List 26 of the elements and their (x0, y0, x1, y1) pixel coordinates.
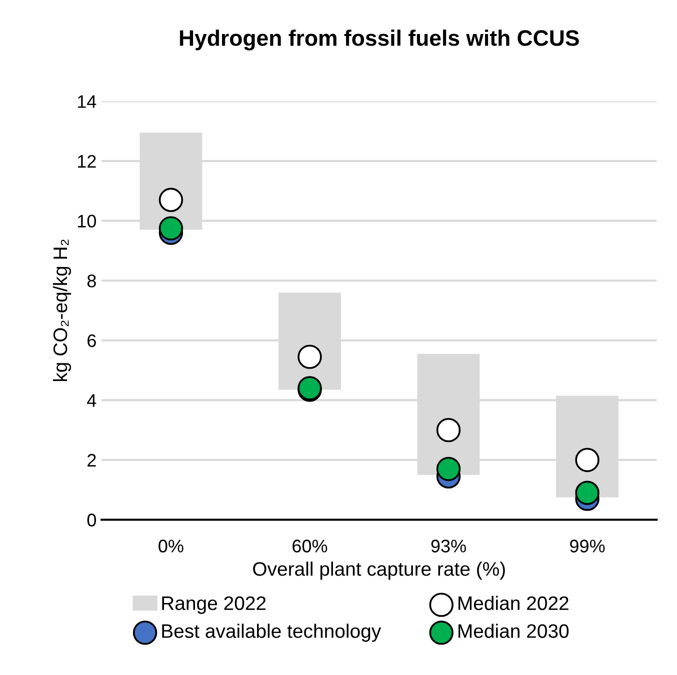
y-tick-label: 4 (87, 394, 96, 407)
x-tick-label: 0% (158, 540, 184, 552)
legend-label: Median 2030 (458, 624, 569, 638)
legend-label: Median 2022 (458, 596, 568, 610)
point (436, 456, 461, 482)
x-tick-label: 93% (431, 540, 466, 552)
x-axis-title: Overall plant capture rate (%) (253, 562, 505, 580)
point (575, 480, 600, 505)
legend-label: Range 2022 (162, 596, 266, 614)
y-tick-label: 0 (87, 514, 96, 526)
chart-title: Hydrogen from fossil fuels with CCUS (180, 30, 579, 50)
point (298, 344, 322, 369)
point (436, 418, 461, 442)
y-tick-label: 8 (87, 274, 96, 288)
y-tick-label: 10 (78, 214, 96, 228)
point (158, 188, 184, 212)
x-tick-label: 60% (292, 540, 328, 552)
point (575, 448, 600, 472)
y-axis-title: kg CO₂-eq/kg H₂ (52, 240, 72, 382)
y-tick-label: 2 (88, 454, 96, 467)
legend-label: Best available technology (162, 624, 382, 642)
y-tick-label: 14 (78, 95, 96, 108)
y-tick-label: 6 (88, 334, 96, 348)
point (158, 216, 184, 240)
x-tick-label: 99% (570, 540, 605, 552)
y-tick-label: 12 (78, 154, 96, 168)
